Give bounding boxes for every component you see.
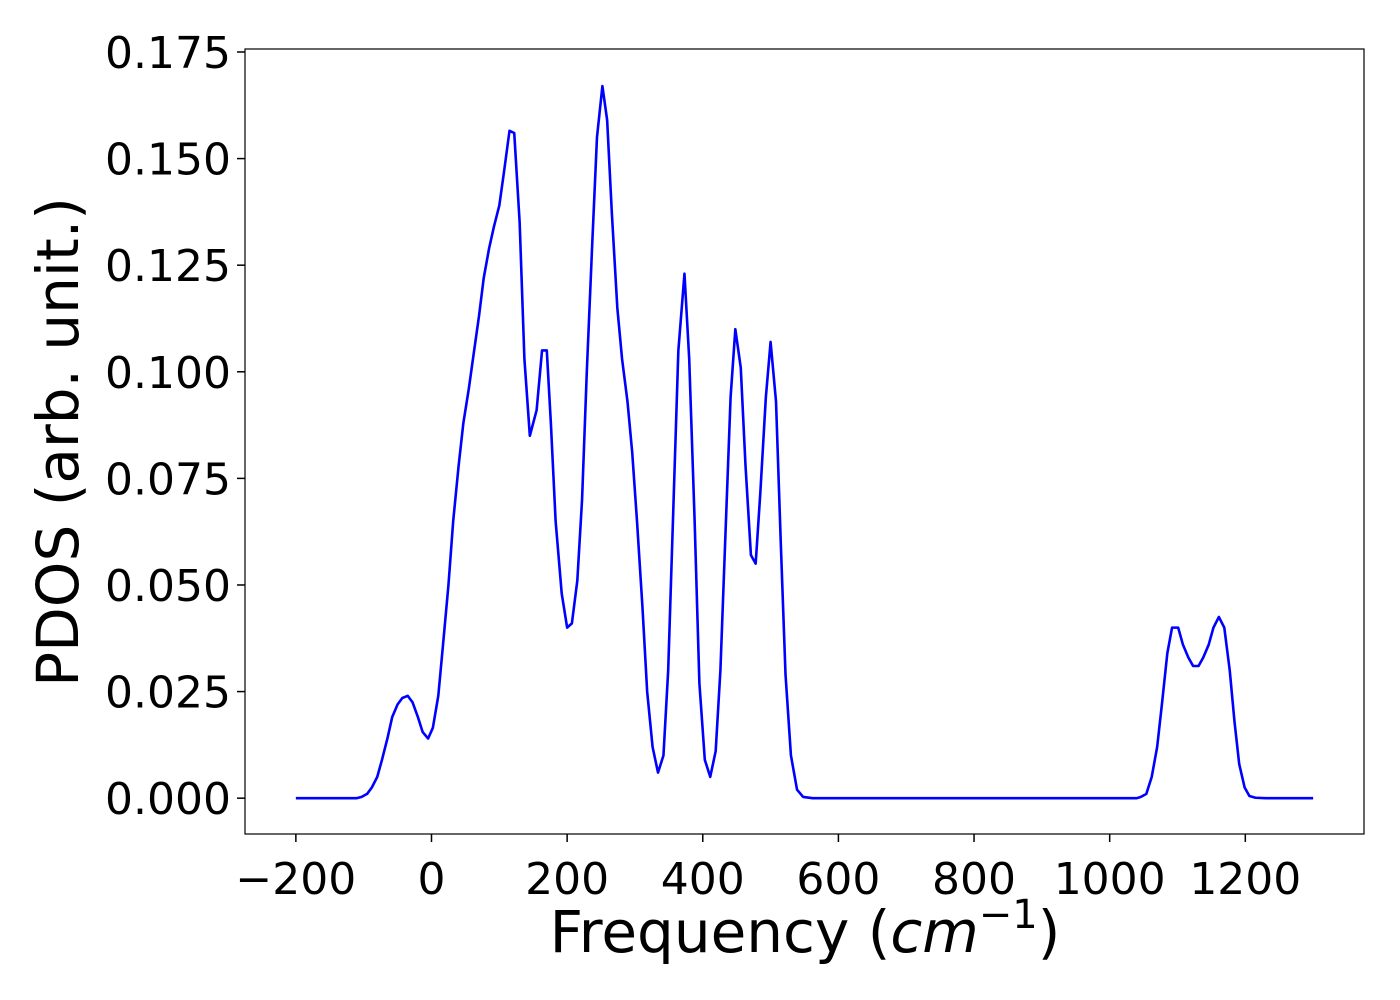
y-tick-label: 0.050 [105, 561, 231, 612]
x-tick-label: 200 [525, 854, 609, 905]
x-tick-label: −200 [235, 854, 356, 905]
y-tick-label: 0.125 [105, 241, 231, 292]
x-tick-label: 1000 [1054, 854, 1166, 905]
x-tick-label: 0 [418, 854, 446, 905]
y-tick-label: 0.075 [105, 454, 231, 505]
y-tick-label: 0.000 [105, 774, 231, 825]
x-tick-label: 800 [932, 854, 1016, 905]
y-tick-label: 0.175 [105, 28, 231, 79]
y-axis-label: PDOS (arb. unit.) [24, 197, 92, 687]
x-tick-label: 400 [661, 854, 745, 905]
x-tick-label: 1200 [1189, 854, 1301, 905]
x-axis-label-math: cm [890, 898, 978, 966]
plot-frame [244, 48, 1365, 835]
x-tick-label: 600 [796, 854, 880, 905]
x-axis-label-sup: −1 [979, 892, 1038, 938]
y-tick-label: 0.150 [105, 135, 231, 186]
x-axis-label-text: Frequency ( [550, 898, 891, 966]
x-axis-label: Frequency (cm−1) [550, 892, 1061, 966]
y-tick-label: 0.025 [105, 668, 231, 719]
y-tick-label: 0.100 [105, 348, 231, 399]
data-line [295, 84, 1314, 800]
x-axis-label-text: ) [1038, 898, 1061, 966]
